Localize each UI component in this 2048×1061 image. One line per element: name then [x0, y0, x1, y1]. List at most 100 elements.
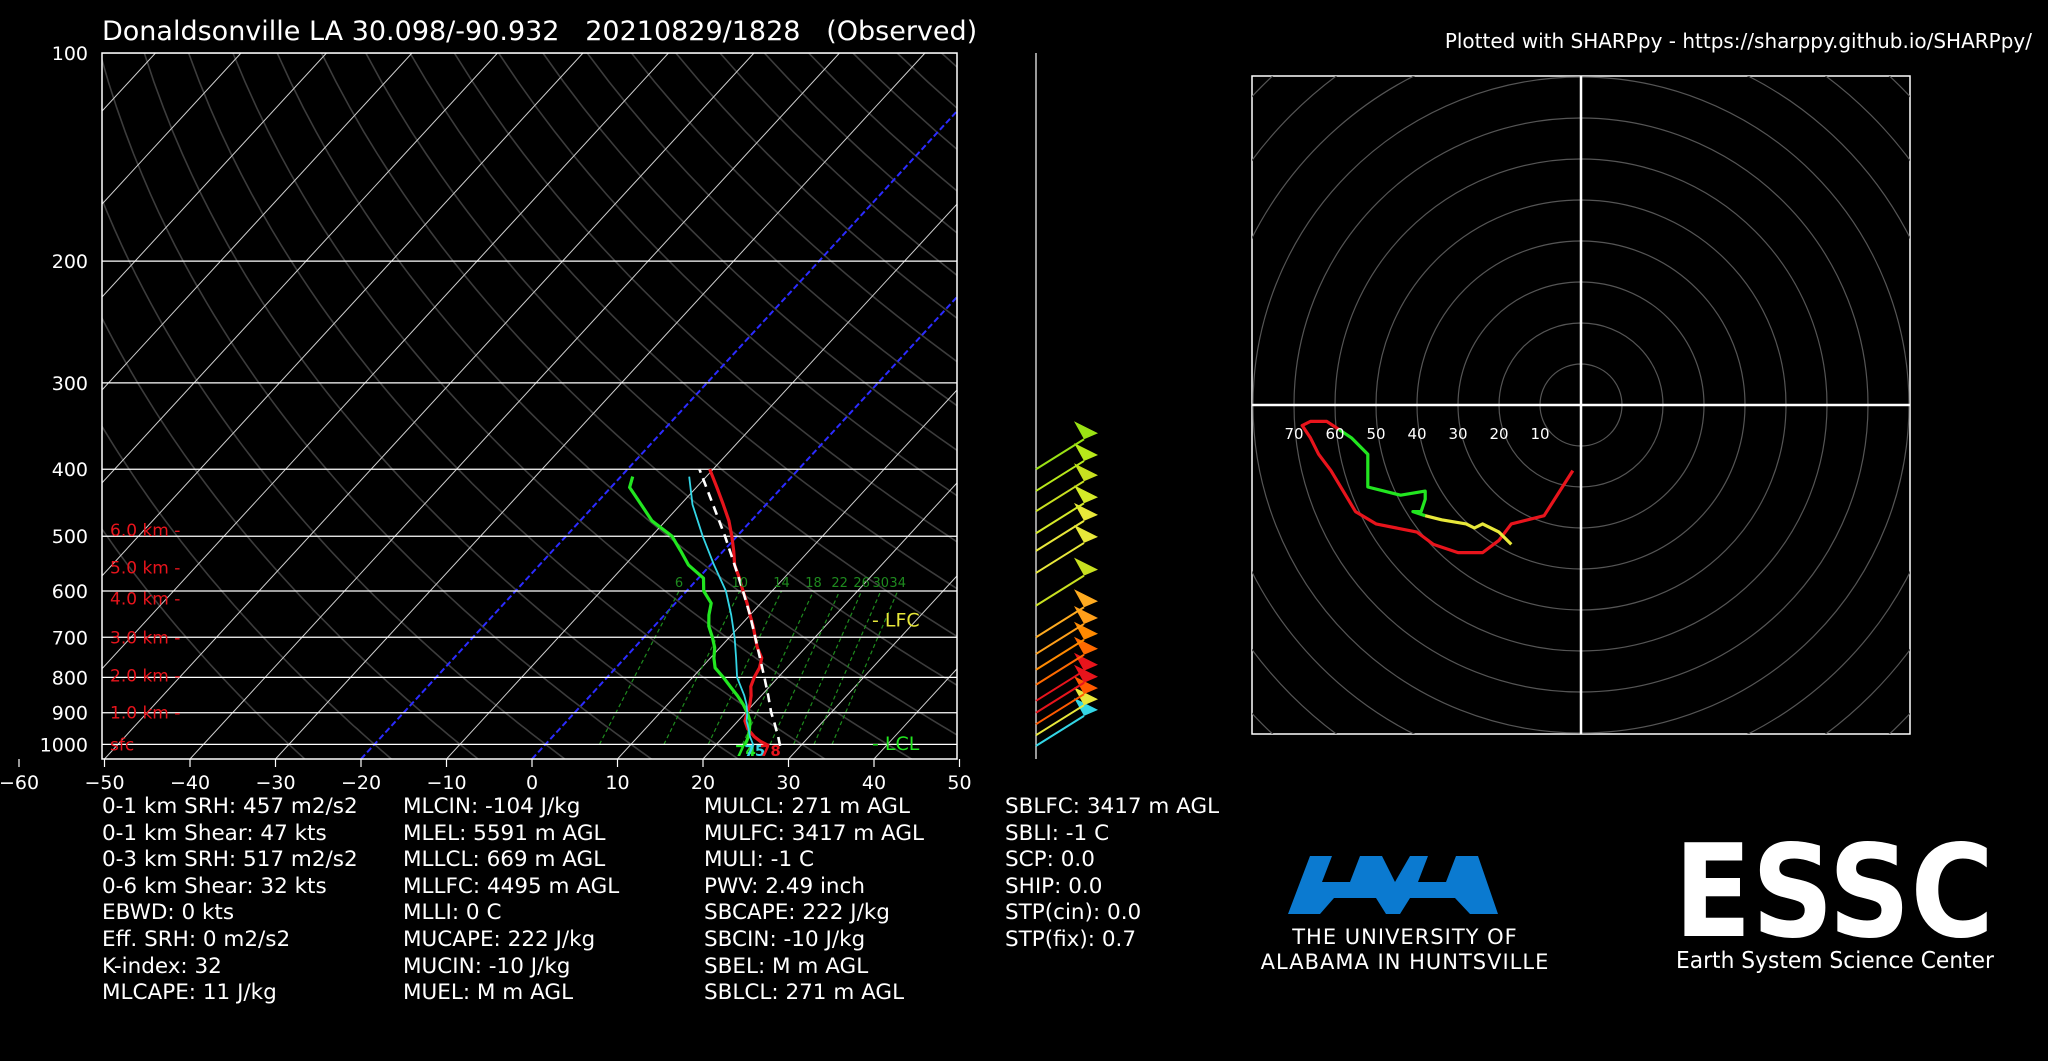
mixing-ratio-line: [663, 590, 741, 745]
stats-column-2: MLCIN: -104 J/kg MLEL: 5591 m AGL MLLCL:…: [403, 794, 619, 1007]
wind-barb-flag: [1074, 636, 1098, 655]
wind-barb-staff: [1035, 623, 1085, 655]
essc-wordmark: ESSC: [1674, 826, 1994, 967]
wind-barb-staff: [1035, 681, 1085, 714]
stat-line: SBEL: M m AGL: [704, 953, 869, 979]
hodograph-trace: [1300, 419, 1575, 555]
surface-temperature-label: 78: [760, 742, 781, 760]
isotherm-line: [788, 575, 957, 759]
height-label: 1.0 km -: [110, 704, 180, 724]
height-label: 5.0 km -: [110, 559, 180, 579]
temperature-tick-label: 20: [691, 772, 715, 794]
dry-adiabat-line: [586, 53, 957, 407]
isotherm-line: [102, 53, 498, 484]
height-label: sfc: [110, 735, 134, 755]
wind-barb-staff: [1035, 502, 1085, 535]
stat-line: MLLI: 0 C: [403, 900, 502, 926]
temperature-tick-label: −50: [84, 772, 124, 794]
mixing-ratio-label: 6: [675, 576, 683, 591]
stat-line: STP(fix): 0.7: [1005, 926, 1137, 952]
hodograph-segment: [1338, 428, 1427, 518]
essc-subtitle: Earth System Science Center: [1676, 948, 1995, 974]
dry-adiabat-line: [232, 53, 913, 759]
dry-adiabat-line: [102, 197, 566, 759]
isotherm-line: [102, 53, 242, 205]
essc-logo: ESSC Earth System Science Center: [1674, 826, 1995, 974]
stat-line: SBLCL: 271 m AGL: [704, 980, 905, 1006]
temperature-tick-label: −20: [341, 772, 381, 794]
stat-line: MLEL: 5591 m AGL: [403, 820, 606, 846]
hodograph-ring-label: 10: [1530, 425, 1549, 443]
lfc-label: - LFC: [872, 610, 920, 632]
wind-barb-flag: [1074, 676, 1098, 695]
isotherm-line: [102, 53, 156, 112]
temperature-tick-label: −30: [255, 772, 295, 794]
stat-line: Eff. SRH: 0 m2/s2: [102, 926, 291, 952]
mixing-ratio-label: 34: [889, 576, 906, 591]
dry-adiabat-line: [630, 53, 957, 363]
isotherm-line: [446, 203, 957, 759]
dry-adiabat-line: [102, 57, 652, 759]
skew-t-grid: [102, 53, 957, 759]
mixing-ratio-label: 10: [732, 576, 749, 591]
hodograph-ring-label: 40: [1407, 425, 1426, 443]
stat-line: MLLFC: 4495 m AGL: [403, 873, 620, 899]
stat-line: MUEL: M m AGL: [403, 980, 574, 1006]
wind-barb-flag: [1074, 524, 1098, 543]
dry-adiabat-line: [102, 316, 479, 759]
wind-barb-flag: [1074, 605, 1098, 624]
lcl-label: - LCL: [872, 733, 920, 755]
credit-text: Plotted with SHARPpy - https://sharppy.g…: [1445, 29, 2032, 53]
mixing-ratio-line: [598, 590, 680, 745]
stat-line: PWV: 2.49 inch: [704, 873, 866, 899]
hodograph-rings: [1252, 76, 1910, 734]
surface-wetbulb-label: 75: [745, 742, 766, 760]
pressure-tick-label: 600: [52, 581, 88, 603]
mixing-ratio-label: 26: [853, 576, 870, 591]
isotherm-line: [102, 53, 669, 670]
stat-line: MUCIN: -10 J/kg: [403, 953, 571, 979]
wind-barb-staff: [1035, 480, 1085, 513]
stat-line: MULI: -1 C: [704, 847, 814, 873]
stat-line: 0-3 km SRH: 517 m2/s2: [102, 847, 358, 873]
isotherm-line: [102, 53, 327, 298]
mixing-ratio-line: [769, 590, 841, 745]
parcel-profile-line: [698, 468, 782, 747]
wind-barb-staff: [1035, 638, 1085, 671]
temperature-tick-label: 10: [605, 772, 629, 794]
height-label: 4.0 km -: [110, 589, 180, 609]
skew-t-labels: 6 10 14 18 22 26 30 34 sfc 1.0 km - 2.0 km - 3.0 km…: [110, 521, 920, 760]
wind-barb-flag: [1074, 589, 1098, 608]
temperature-tick-label: 50: [947, 772, 971, 794]
stat-line: 0-1 km Shear: 47 kts: [102, 820, 327, 846]
stat-line: 0-6 km Shear: 32 kts: [102, 873, 327, 899]
uah-logo: THE UNIVERSITY OF ALABAMA IN HUNTSVILLE: [1261, 856, 1548, 972]
stat-line: MLCIN: -104 J/kg: [403, 794, 581, 819]
stat-line: MUCAPE: 222 J/kg: [403, 926, 596, 952]
wind-barb-flag: [1074, 502, 1098, 521]
isotherm-line: [104, 53, 755, 759]
surface-dewpoint-label: 74: [735, 742, 756, 760]
wind-barb-column: [1035, 421, 1098, 747]
mixing-ratio-label: 30: [873, 576, 890, 591]
dry-adiabat-line: [453, 53, 957, 543]
stat-line: 0-1 km SRH: 457 m2/s2: [102, 794, 358, 819]
temperature-tick-label: −10: [426, 772, 466, 794]
stat-line: MULCL: 271 m AGL: [704, 794, 910, 819]
skew-t-frame: [101, 52, 958, 760]
pressure-tick-label: 500: [52, 526, 88, 548]
pressure-tick-label: 1000: [40, 734, 88, 756]
height-label: 2.0 km -: [110, 666, 180, 686]
wind-barb-flag: [1074, 687, 1098, 706]
skew-t-profiles: [628, 468, 782, 748]
wind-barb-staff: [1035, 606, 1085, 639]
wind-barb-flag: [1074, 664, 1098, 683]
dry-adiabat-line: [409, 53, 957, 590]
pressure-tick-label: 800: [52, 667, 88, 689]
height-label: 6.0 km -: [110, 521, 180, 541]
wind-barb-staff: [1035, 653, 1085, 686]
dry-adiabat-line: [102, 527, 306, 759]
isotherm-line: [702, 482, 957, 759]
